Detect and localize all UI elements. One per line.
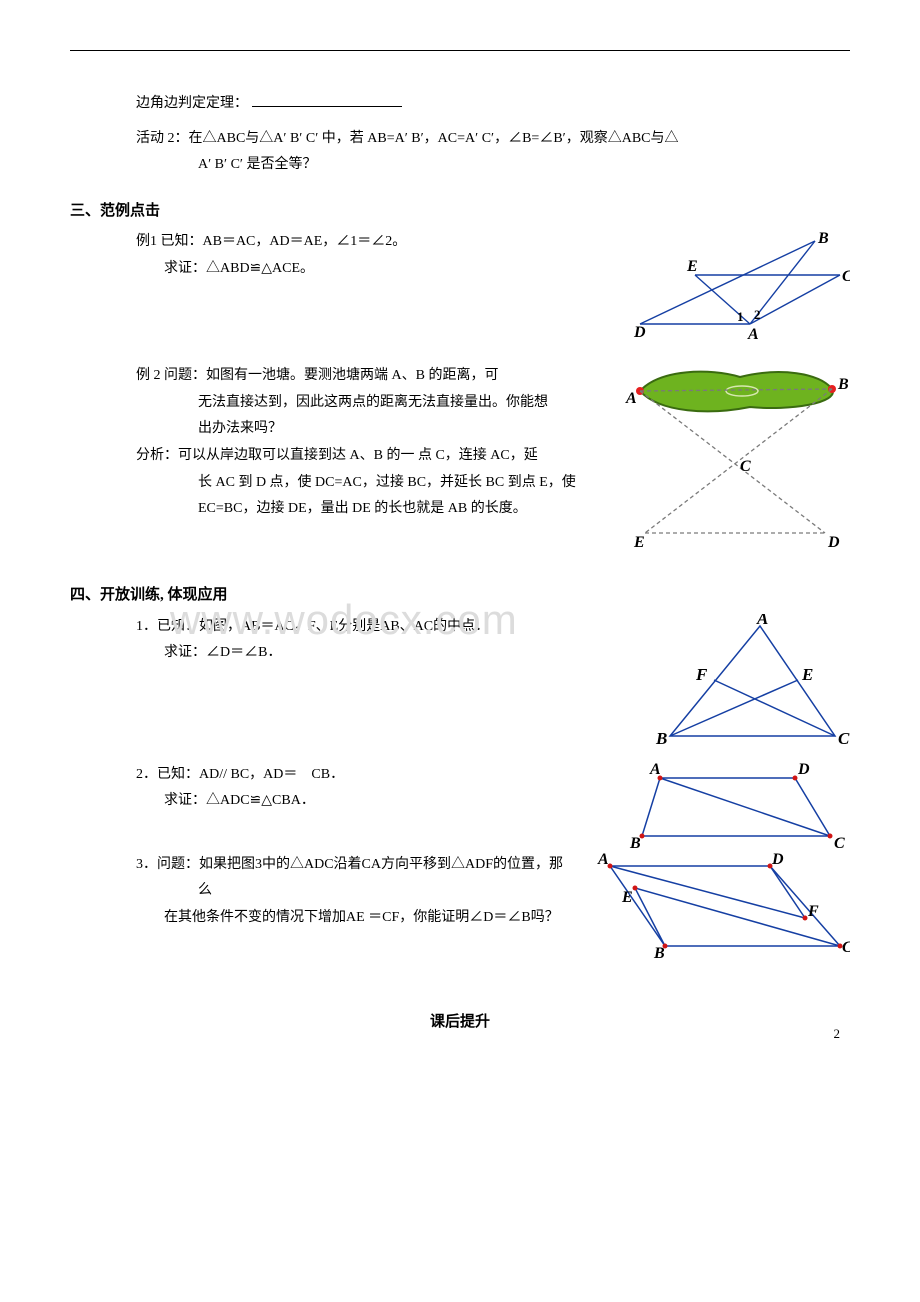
ex2-line3: 出办法来吗？ bbox=[70, 416, 620, 443]
ex2-line6: EC=BC，边接 DE，量出 DE 的长也就是 AB 的长度。 bbox=[70, 496, 620, 523]
q3-line3: 在其他条件不变的情况下增加AE ＝CF，你能证明∠D＝∠B吗？ bbox=[70, 905, 580, 932]
q2-line2: 求证：△ADC≌△CBA． bbox=[70, 788, 620, 815]
top-rule bbox=[70, 50, 850, 51]
figure-pond: A B C E D bbox=[620, 363, 850, 563]
example2-row: 例 2 问题：如图有一池塘。要测池塘两端 A、B 的距离，可 无法直接达到，因此… bbox=[70, 363, 850, 563]
svg-text:B: B bbox=[653, 945, 665, 962]
svg-text:E: E bbox=[633, 534, 645, 551]
svg-text:2: 2 bbox=[754, 307, 761, 322]
svg-text:D: D bbox=[827, 534, 840, 551]
figure-parallelogram1: A D B C bbox=[620, 762, 850, 852]
sas-label: 边角边判定定理： bbox=[136, 96, 248, 111]
svg-text:B: B bbox=[837, 376, 849, 393]
svg-text:D: D bbox=[771, 852, 784, 868]
q3-line2: 么 bbox=[70, 878, 580, 905]
figure-triangle-fe: A B C F E bbox=[640, 614, 850, 754]
fill-blank bbox=[252, 106, 402, 107]
svg-text:E: E bbox=[686, 258, 698, 275]
q2-row: 2．已知：AD// BC，AD＝ CB． 求证：△ADC≌△CBA． A D B… bbox=[70, 762, 850, 852]
section4-title: 四、开放训练, 体现应用 bbox=[70, 581, 850, 610]
figure-parallelogram2: A D E F B C bbox=[580, 852, 850, 962]
svg-text:A: A bbox=[649, 762, 661, 778]
svg-text:E: E bbox=[621, 889, 633, 906]
svg-text:A: A bbox=[756, 614, 768, 628]
svg-text:C: C bbox=[740, 458, 751, 475]
svg-text:A: A bbox=[747, 326, 759, 339]
svg-text:D: D bbox=[797, 762, 810, 778]
ex2-line1: 例 2 问题：如图有一池塘。要测池塘两端 A、B 的距离，可 bbox=[70, 363, 620, 390]
ex1-line1: 例1 已知：AB＝AC，AD＝AE，∠1＝∠2。 bbox=[70, 229, 620, 256]
example1-row: 例1 已知：AB＝AC，AD＝AE，∠1＝∠2。 求证：△ABD≌△ACE。 D… bbox=[70, 229, 850, 339]
ex2-line5: 长 AC 到 D 点，使 DC=AC，过接 BC，并延长 BC 到点 E，使 bbox=[70, 470, 620, 497]
ex2-line2: 无法直接达到，因此这两点的距离无法直接量出。你能想 bbox=[70, 390, 620, 417]
q3-row: 3．问题：如果把图3中的△ADC沿着CA方向平移到△ADF的位置，那 么 在其他… bbox=[70, 852, 850, 962]
svg-text:A: A bbox=[597, 852, 609, 868]
footer-title: 课后提升 bbox=[70, 1008, 850, 1037]
q2-line1: 2．已知：AD// BC，AD＝ CB． bbox=[70, 762, 620, 789]
svg-text:C: C bbox=[842, 939, 850, 956]
svg-text:B: B bbox=[817, 230, 829, 247]
svg-text:F: F bbox=[807, 903, 819, 920]
ex1-line2: 求证：△ABD≌△ACE。 bbox=[70, 256, 620, 283]
svg-text:B: B bbox=[655, 729, 667, 748]
q1-line2: 求证：∠D＝∠B． bbox=[70, 640, 640, 667]
section3-title: 三、范例点击 bbox=[70, 197, 850, 226]
ex2-line4: 分析：可以从岸边取可以直接到达 A、B 的一 点 C，连接 AC，延 bbox=[70, 443, 620, 470]
svg-text:E: E bbox=[801, 665, 813, 684]
activity2-line1: 活动 2：在△ABC与△A′ B′ C′ 中，若 AB=A′ B′，AC=A′ … bbox=[70, 126, 850, 153]
q1-line1: 1．已知：如图，AB＝AC，F、E分别是AB、AC的中点． bbox=[70, 614, 640, 641]
svg-text:B: B bbox=[629, 835, 641, 852]
svg-text:1: 1 bbox=[737, 309, 744, 324]
q3-line1: 3．问题：如果把图3中的△ADC沿着CA方向平移到△ADF的位置，那 bbox=[70, 852, 580, 879]
svg-text:C: C bbox=[834, 835, 845, 852]
page-number: 2 bbox=[834, 1022, 841, 1047]
sas-definition-line: 边角边判定定理： bbox=[70, 91, 850, 118]
svg-text:C: C bbox=[842, 268, 850, 285]
svg-text:D: D bbox=[633, 324, 646, 339]
activity2-line2: A′ B′ C′ 是否全等？ bbox=[70, 152, 850, 179]
svg-text:A: A bbox=[625, 390, 637, 407]
q1-row: 1．已知：如图，AB＝AC，F、E分别是AB、AC的中点． 求证：∠D＝∠B． … bbox=[70, 614, 850, 754]
svg-text:C: C bbox=[838, 729, 850, 748]
svg-text:F: F bbox=[695, 665, 708, 684]
figure-ex1: D A E B C 1 2 bbox=[620, 229, 850, 339]
